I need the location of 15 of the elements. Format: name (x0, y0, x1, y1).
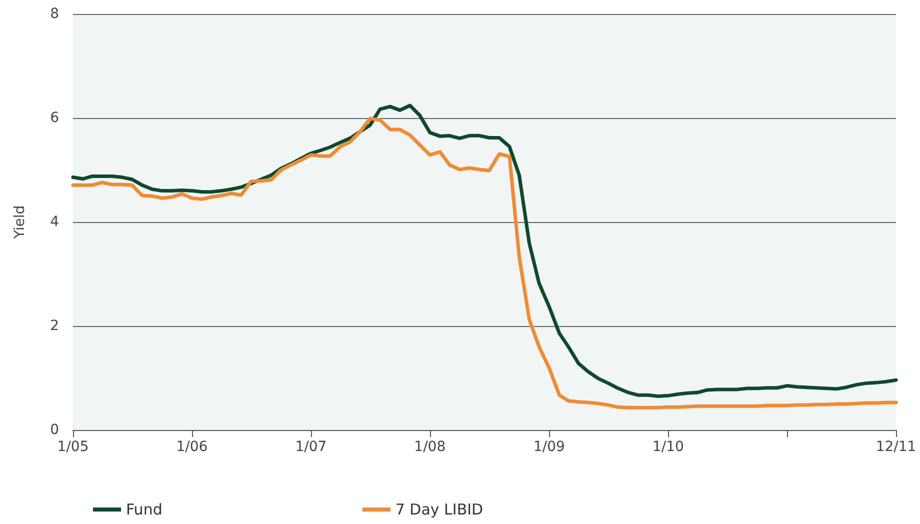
y-tick-label: 6 (50, 110, 60, 126)
y-tick-label: 2 (50, 318, 59, 334)
x-tick-label: 1/08 (414, 439, 446, 455)
x-tick-label: 1/10 (652, 439, 684, 455)
x-tick-label: 1/07 (295, 439, 327, 455)
x-tick-label: 1/09 (533, 439, 565, 455)
legend-label: 7 Day LIBID (395, 500, 484, 518)
y-tick-label: 0 (50, 422, 59, 438)
legend-label: Fund (126, 500, 162, 518)
y-axis-title: Yield (12, 205, 28, 240)
x-tick-label: 1/06 (176, 439, 208, 455)
x-tick-label: 1/05 (57, 439, 89, 455)
y-tick-label: 4 (50, 214, 60, 230)
y-tick-label: 8 (50, 6, 59, 22)
x-tick-label: 12/11 (876, 439, 916, 455)
